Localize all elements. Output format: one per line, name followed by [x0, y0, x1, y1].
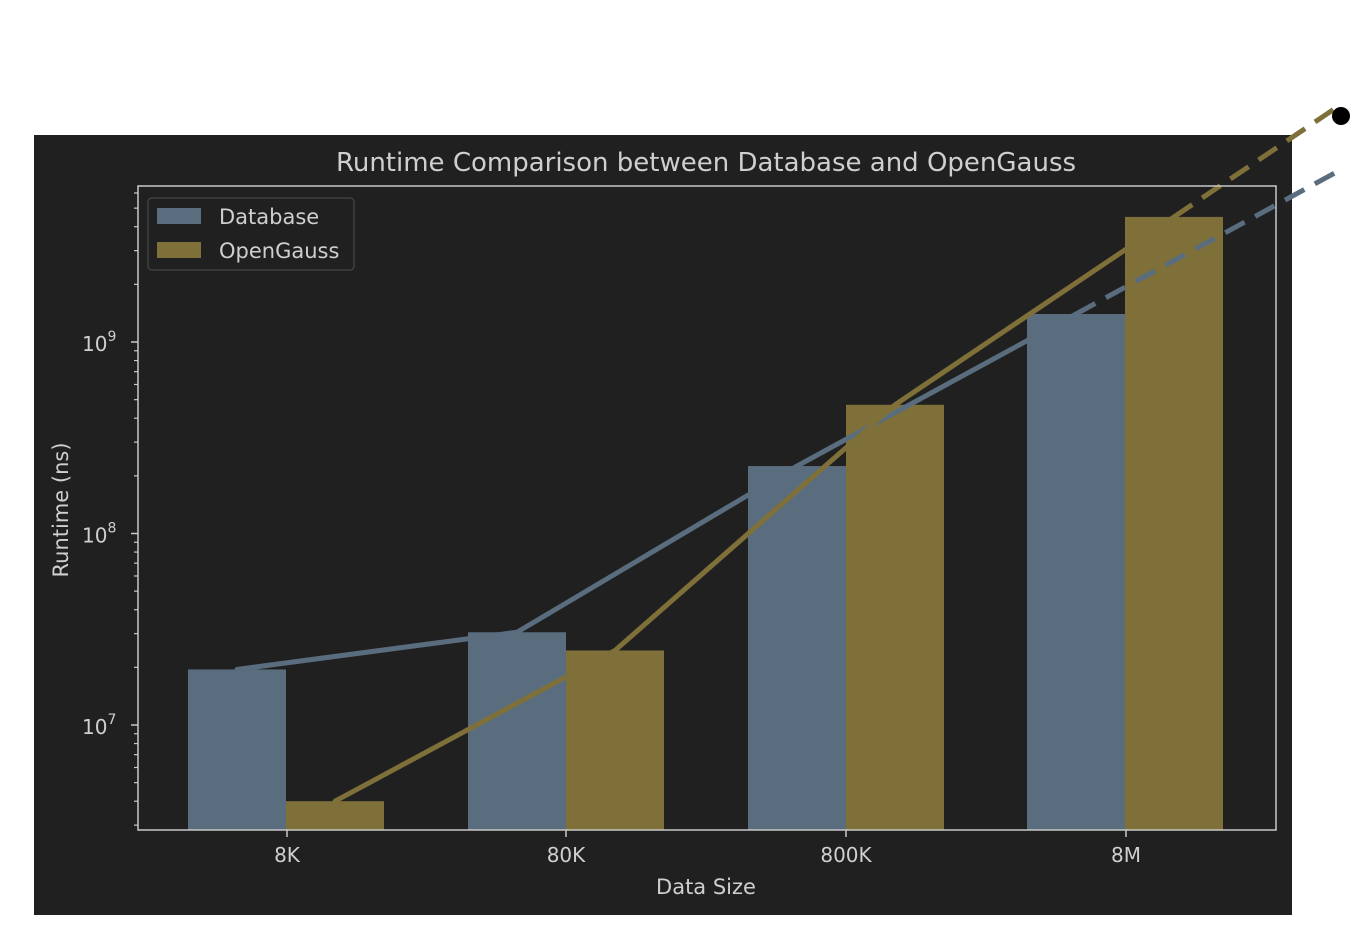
legend-swatch-opengauss: [157, 242, 201, 258]
axes-frame: [137, 185, 1277, 831]
legend-label-opengauss: OpenGauss: [219, 239, 339, 263]
y-axis: 107 108 109: [82, 192, 138, 826]
bar-database-800k: [748, 466, 846, 830]
x-tick-label-8m: 8M: [1111, 843, 1141, 867]
y-tick-label-7: 107: [82, 712, 116, 739]
x-tick-label-80k: 80K: [547, 843, 586, 867]
bar-database-80k: [468, 632, 566, 830]
trend-line-database: [234, 311, 1079, 672]
x-axis-label: Data Size: [656, 875, 756, 899]
legend: Database OpenGauss: [147, 197, 355, 271]
legend-swatch-database: [157, 208, 201, 224]
extrapolation-endpoint-marker: [1332, 107, 1350, 125]
x-axis: 8K 80K 800K 8M: [274, 830, 1141, 867]
bar-opengauss-80k: [566, 650, 664, 830]
bars-layer: [188, 216, 1223, 830]
y-tick-label-8: 108: [82, 521, 116, 548]
bar-opengauss-8m: [1125, 216, 1223, 830]
x-tick-label-800k: 800K: [820, 843, 872, 867]
bar-database-8k: [188, 669, 286, 830]
y-axis-label: Runtime (ns): [49, 442, 73, 577]
chart-title: Runtime Comparison between Database and …: [336, 148, 1076, 178]
y-tick-label-9: 109: [82, 329, 116, 356]
x-tick-label-8k: 8K: [274, 843, 301, 867]
trend-lines-layer: [234, 102, 1350, 804]
bar-database-8m: [1027, 314, 1125, 830]
trend-line-opengauss: [332, 214, 1177, 804]
bar-opengauss-800k: [846, 404, 944, 830]
legend-label-database: Database: [219, 205, 319, 229]
bar-opengauss-8k: [286, 801, 384, 830]
trend-extrapolation-database: [1074, 167, 1343, 317]
